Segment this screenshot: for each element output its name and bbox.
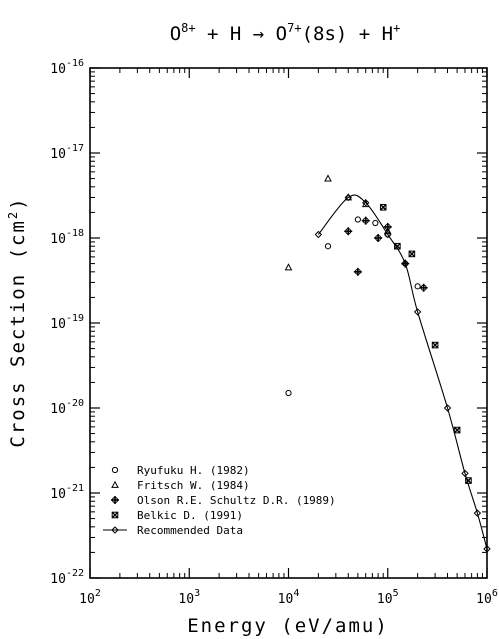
marker-shape xyxy=(408,250,416,258)
data-point xyxy=(384,230,392,239)
data-point xyxy=(344,193,352,202)
chart-title: O8+ + H → O7+(8s) + H+ xyxy=(170,21,401,45)
data-point xyxy=(483,545,491,553)
marker-shape xyxy=(465,477,472,484)
marker-shape xyxy=(394,242,401,250)
marker-shape xyxy=(431,341,439,349)
legend-label: Recommended Data xyxy=(137,524,243,537)
title-o8-ion: O xyxy=(170,23,181,45)
y-tick-label: 10-21 xyxy=(50,483,84,502)
data-point xyxy=(353,267,362,276)
marker-shape xyxy=(362,199,370,207)
marker-shape xyxy=(453,426,461,434)
recommended-curve xyxy=(317,194,488,550)
marker-shape xyxy=(354,216,361,223)
y-tick-label: 10-19 xyxy=(50,313,84,332)
data-point xyxy=(394,242,401,250)
data-point xyxy=(431,341,439,349)
data-point xyxy=(314,230,323,239)
x-tick-label: 103 xyxy=(178,588,200,607)
data-point xyxy=(413,308,422,316)
marker-shape xyxy=(384,230,392,239)
data-point xyxy=(383,222,392,231)
marker-shape xyxy=(383,227,392,235)
marker-shape xyxy=(111,511,119,519)
y-tick-label: 10-17 xyxy=(50,143,84,162)
marker-shape xyxy=(394,242,401,250)
data-point xyxy=(374,234,383,242)
marker-shape xyxy=(344,193,352,202)
x-tick-label: 105 xyxy=(377,588,399,607)
marker-shape xyxy=(408,250,416,258)
marker-shape xyxy=(111,480,119,488)
marker-shape xyxy=(414,283,421,290)
marker-shape xyxy=(401,259,409,268)
legend-label: Fritsch W. (1984) xyxy=(137,479,250,492)
data-point xyxy=(362,199,370,207)
x-tick-label: 106 xyxy=(476,588,498,607)
marker-shape xyxy=(443,404,452,412)
y-tick-label: 10-18 xyxy=(50,228,84,247)
y-tick-label: 10-20 xyxy=(50,398,84,417)
data-point xyxy=(401,259,409,268)
data-point xyxy=(461,469,469,478)
y-tick-label: 10-22 xyxy=(50,568,84,587)
marker-shape xyxy=(324,243,332,250)
data-point xyxy=(324,174,332,182)
data-point xyxy=(383,227,392,235)
legend-label: Belkic D. (1991) xyxy=(137,509,243,522)
marker-shape xyxy=(453,426,461,434)
marker-shape xyxy=(111,526,119,534)
marker-shape xyxy=(379,203,387,211)
marker-shape xyxy=(465,477,472,484)
data-point xyxy=(419,283,428,292)
marker-shape xyxy=(431,341,439,349)
data-point xyxy=(465,477,472,484)
marker-shape xyxy=(483,545,491,553)
marker-shape xyxy=(285,389,292,397)
legend-marker xyxy=(111,496,119,504)
data-point xyxy=(453,426,461,434)
x-tick-label: 104 xyxy=(278,588,300,607)
data-point xyxy=(344,227,353,236)
data-point xyxy=(443,404,452,412)
data-point xyxy=(285,389,292,397)
marker-shape xyxy=(461,469,469,478)
legend-marker xyxy=(111,526,119,534)
marker-shape xyxy=(473,509,482,517)
legend: Ryufuku H. (1982) Fritsch W. (1984) Olson … xyxy=(103,464,336,537)
legend-marker xyxy=(111,480,119,488)
marker-shape xyxy=(111,466,119,474)
data-point xyxy=(361,216,370,225)
y-axis-label: Cross Section (cm2) xyxy=(6,196,29,447)
data-point xyxy=(324,243,332,250)
legend-label: Ryufuku H. (1982) xyxy=(137,464,250,477)
data-point xyxy=(379,203,387,211)
x-tick-label: 102 xyxy=(79,588,101,607)
x-axis-label: Energy (eV/amu) xyxy=(187,615,389,637)
legend-marker xyxy=(111,511,119,519)
marker-shape xyxy=(324,174,332,182)
marker-shape xyxy=(284,263,293,271)
marker-shape xyxy=(314,230,323,239)
legend-marker xyxy=(111,466,119,474)
marker-shape xyxy=(379,203,387,211)
data-point xyxy=(414,283,421,290)
data-point xyxy=(372,219,379,227)
marker-shape xyxy=(372,219,379,227)
data-point xyxy=(408,250,416,258)
marker-shape xyxy=(413,308,422,316)
marker-shape xyxy=(111,511,119,519)
plot-area: 102 103 104 105 106 10-22 10-21 10-20 10-19 10-18… xyxy=(50,58,498,607)
data-point xyxy=(473,509,482,517)
y-tick-label: 10-16 xyxy=(50,58,84,77)
data-point xyxy=(284,263,293,271)
legend-label: Olson R.E. Schultz D.R. (1989) xyxy=(137,494,336,507)
data-point xyxy=(354,216,361,223)
